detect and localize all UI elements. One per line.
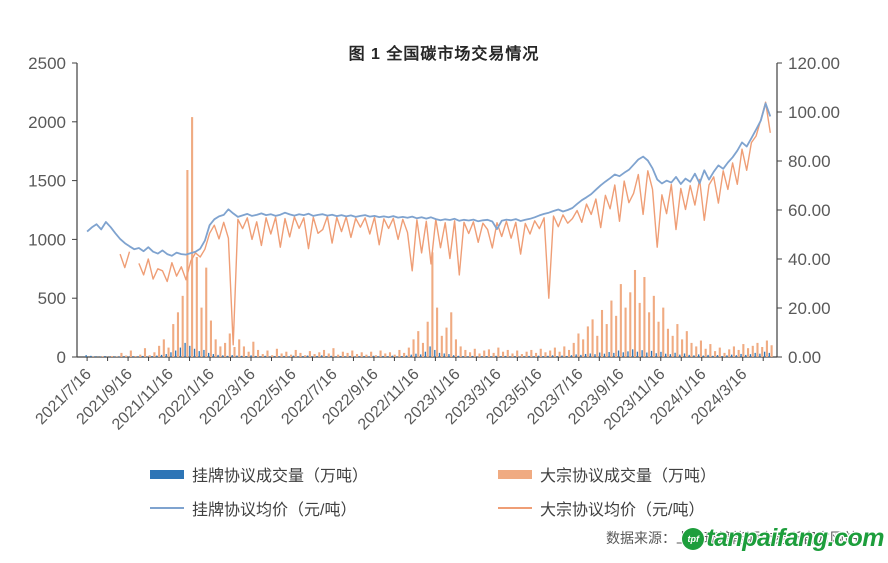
chart-title: 图 1 全国碳市场交易情况: [348, 46, 540, 63]
svg-text:80.00: 80.00: [788, 152, 831, 171]
legend-label: 大宗协议均价（元/吨）: [540, 502, 705, 519]
svg-text:100.00: 100.00: [788, 103, 840, 122]
bars-listed-volume: [85, 342, 770, 357]
svg-text:40.00: 40.00: [788, 250, 831, 269]
carbon-market-combo-chart: 0 500 1000 1500 2000 2500 0.00 20.00 40.00 60.00 8…: [28, 54, 840, 434]
watermark: tpf tanpaifang.com: [682, 524, 884, 553]
bars-block-volume: [92, 117, 773, 357]
tanpaifang-logo-icon: tpf: [682, 527, 705, 550]
svg-text:0: 0: [57, 348, 66, 367]
svg-text:1500: 1500: [28, 172, 66, 191]
legend-line-swatch-orange-icon: [498, 507, 532, 509]
legend-item-listed-price: 挂牌协议均价（元/吨）: [150, 496, 498, 520]
svg-text:1000: 1000: [28, 230, 66, 249]
legend-label: 大宗协议成交量（万吨）: [540, 468, 717, 485]
chart-legend: 挂牌协议成交量（万吨） 大宗协议成交量（万吨） 挂牌协议均价（元/吨） 大宗协议…: [150, 462, 770, 520]
svg-text:60.00: 60.00: [788, 201, 831, 220]
legend-item-block-price: 大宗协议均价（元/吨）: [498, 496, 770, 520]
watermark-text: tanpaifang.com: [706, 524, 884, 552]
legend-label: 挂牌协议成交量（万吨）: [192, 468, 369, 485]
svg-text:0.00: 0.00: [788, 348, 821, 367]
legend-item-block-volume: 大宗协议成交量（万吨）: [498, 462, 770, 486]
legend-line-swatch-blue-icon: [150, 507, 184, 509]
data-source-text: 数据来源：上海环境能源交易所官方网站: [606, 530, 858, 546]
svg-text:120.00: 120.00: [788, 54, 840, 73]
line-listed-price: [86, 102, 772, 257]
legend-label: 挂牌协议均价（元/吨）: [192, 502, 357, 519]
legend-item-listed-volume: 挂牌协议成交量（万吨）: [150, 462, 498, 486]
svg-text:20.00: 20.00: [788, 299, 831, 318]
svg-text:2500: 2500: [28, 54, 66, 73]
legend-bar-swatch-blue-icon: [150, 469, 184, 479]
line-block-price: [119, 101, 771, 346]
svg-text:2000: 2000: [28, 113, 66, 132]
svg-text:500: 500: [38, 289, 66, 308]
legend-bar-swatch-orange-icon: [498, 469, 532, 479]
